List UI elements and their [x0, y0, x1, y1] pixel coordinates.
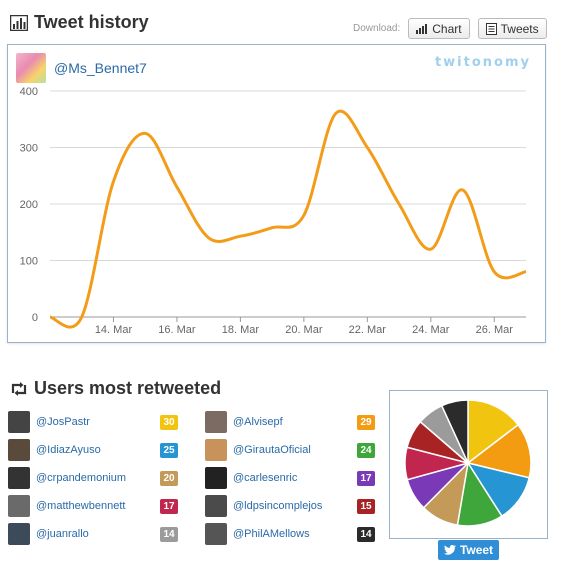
list-item[interactable]: @Alvisepf 29 — [205, 410, 375, 434]
bar-chart-icon — [10, 14, 28, 31]
retweet-count-badge: 20 — [160, 470, 178, 486]
x-tick-label: 16. Mar — [158, 324, 196, 336]
retweet-count-badge: 14 — [357, 526, 375, 542]
y-tick-label: 0 — [32, 312, 38, 324]
x-tick-label: 14. Mar — [95, 324, 133, 336]
download-chart-label: Chart — [432, 21, 462, 36]
user-handle-link[interactable]: @carlesenric — [233, 472, 298, 484]
user-handle-link[interactable]: @crpandemonium — [36, 472, 127, 484]
retweet-count-badge: 17 — [160, 498, 178, 514]
tweet-history-title: Tweet history — [34, 12, 149, 32]
y-tick-label: 300 — [20, 143, 38, 155]
user-handle-link[interactable]: @JosPastr — [36, 416, 90, 428]
user-handle-link[interactable]: @GirautaOficial — [233, 444, 311, 456]
download-tweets-button[interactable]: Tweets — [477, 18, 547, 39]
series-line — [49, 109, 527, 329]
x-tick-label: 22. Mar — [349, 324, 387, 336]
y-tick-label: 200 — [20, 199, 38, 211]
download-label: Download: — [353, 23, 401, 34]
list-item[interactable]: @crpandemonium 20 — [8, 466, 178, 490]
download-group: Download: Chart Tweets — [353, 18, 547, 39]
pie-slice — [467, 399, 520, 465]
tweet-button-label: Tweet — [459, 543, 494, 557]
list-item[interactable]: @matthewbennett 17 — [8, 494, 178, 518]
list-item[interactable]: @JosPastr 30 — [8, 410, 178, 434]
user-handle-link[interactable]: @ldpsincomplejos — [233, 500, 323, 512]
brand-logo: twitonomy — [434, 55, 531, 70]
users-retweeted-heading: Users most retweeted — [10, 378, 221, 399]
pie-slice — [440, 399, 469, 464]
y-tick-label: 400 — [20, 86, 38, 98]
avatar — [8, 411, 30, 433]
line-chart: 0 100 200 300 400 14. Mar 16. Mar 18. Mar 20. Ma… — [20, 86, 527, 336]
tweet-history-heading: Tweet history — [10, 12, 149, 33]
avatar — [205, 439, 227, 461]
y-tick-label: 100 — [20, 256, 38, 268]
retweet-count-badge: 25 — [160, 442, 178, 458]
list-item[interactable]: @ldpsincomplejos 15 — [205, 494, 375, 518]
twitter-bird-icon — [443, 545, 456, 555]
avatar — [205, 411, 227, 433]
avatar — [8, 523, 30, 545]
user-handle-link[interactable]: @matthewbennett — [36, 500, 126, 512]
x-tick-label: 20. Mar — [285, 324, 323, 336]
list-item[interactable]: @GirautaOficial 24 — [205, 438, 375, 462]
profile-handle[interactable]: @Ms_Bennet7 — [54, 60, 147, 76]
avatar — [205, 467, 227, 489]
avatar — [205, 523, 227, 545]
retweet-pie-chart — [389, 390, 548, 539]
tweet-history-chart: 0 100 200 300 400 14. Mar 16. Mar 18. Mar 20. Ma… — [7, 44, 546, 343]
pie-slice — [466, 423, 532, 479]
avatar — [16, 53, 46, 83]
avatar — [8, 495, 30, 517]
avatar — [8, 467, 30, 489]
document-icon — [485, 22, 497, 35]
x-tick-label: 26. Mar — [476, 324, 514, 336]
retweet-count-badge: 29 — [357, 414, 375, 430]
bar-chart-icon — [416, 23, 428, 34]
download-tweets-label: Tweets — [500, 21, 539, 36]
user-handle-link[interactable]: @juanrallo — [36, 528, 89, 540]
retweet-count-badge: 17 — [357, 470, 375, 486]
avatar — [205, 495, 227, 517]
list-item[interactable]: @carlesenric 17 — [205, 466, 375, 490]
retweet-count-badge: 14 — [160, 526, 178, 542]
profile: @Ms_Bennet7 — [16, 53, 147, 83]
x-tick-label: 18. Mar — [222, 324, 260, 336]
avatar — [8, 439, 30, 461]
tweet-button[interactable]: Tweet — [438, 540, 499, 560]
retweet-count-badge: 30 — [160, 414, 178, 430]
pie-chart — [404, 399, 532, 527]
user-handle-link[interactable]: @Alvisepf — [233, 416, 283, 428]
retweet-count-badge: 24 — [357, 442, 375, 458]
x-tick-label: 24. Mar — [412, 324, 450, 336]
retweeted-users-list: @JosPastr 30 @IdiazAyuso 25 @crpandemonium 20… — [8, 410, 375, 550]
retweet-icon — [11, 381, 27, 396]
user-handle-link[interactable]: @IdiazAyuso — [36, 444, 101, 456]
user-handle-link[interactable]: @PhilAMellows — [233, 528, 310, 540]
download-chart-button[interactable]: Chart — [408, 18, 470, 39]
list-item[interactable]: @IdiazAyuso 25 — [8, 438, 178, 462]
users-retweeted-title: Users most retweeted — [34, 378, 222, 398]
list-item[interactable]: @PhilAMellows 14 — [205, 522, 375, 546]
retweet-count-badge: 15 — [357, 498, 375, 514]
list-item[interactable]: @juanrallo 14 — [8, 522, 178, 546]
